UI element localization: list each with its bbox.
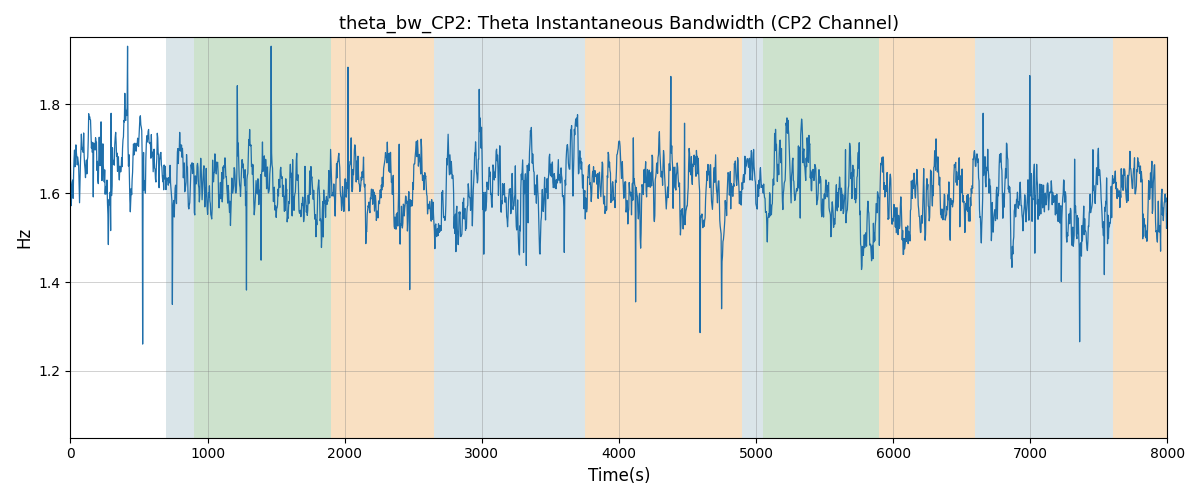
- Bar: [743, 38, 763, 438]
- Bar: [880, 38, 976, 438]
- Bar: [976, 38, 1112, 438]
- Bar: [433, 38, 584, 438]
- X-axis label: Time(s): Time(s): [588, 467, 650, 485]
- Bar: [763, 38, 880, 438]
- Bar: [167, 38, 194, 438]
- Bar: [1112, 38, 1168, 438]
- Title: theta_bw_CP2: Theta Instantaneous Bandwidth (CP2 Channel): theta_bw_CP2: Theta Instantaneous Bandwi…: [338, 15, 899, 34]
- Bar: [194, 38, 331, 438]
- Bar: [331, 38, 433, 438]
- Bar: [584, 38, 743, 438]
- Y-axis label: Hz: Hz: [14, 227, 32, 248]
